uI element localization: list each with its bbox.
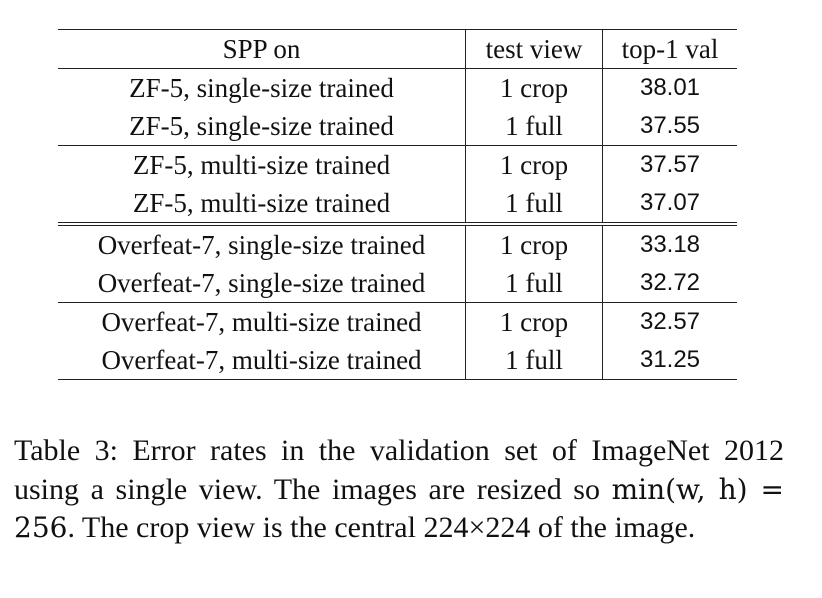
table-header-row: SPP on test view top-1 val bbox=[58, 29, 737, 69]
table-row: Overfeat-7, multi-size trained 1 crop 32… bbox=[58, 302, 737, 341]
cell-view: 1 full bbox=[465, 264, 603, 303]
cell-value-best: 37.55 bbox=[602, 107, 737, 146]
cell-model: ZF-5, multi-size trained bbox=[58, 145, 466, 184]
cell-view: 1 crop bbox=[465, 224, 603, 264]
table-row: Overfeat-7, multi-size trained 1 full 31… bbox=[58, 341, 737, 380]
cell-value-best: 37.07 bbox=[602, 184, 737, 226]
cell-model: Overfeat-7, multi-size trained bbox=[58, 341, 466, 380]
cell-value: 33.18 bbox=[639, 231, 701, 258]
cell-value-best: 32.72 bbox=[602, 264, 737, 303]
caption-text: Table 3: Error rates in the validation s… bbox=[14, 434, 784, 506]
caption-text-end: . The crop view is the central 224×224 o… bbox=[67, 511, 696, 544]
results-table: SPP on test view top-1 val ZF-5, single-… bbox=[58, 29, 737, 380]
cell-model: ZF-5, single-size trained bbox=[58, 107, 466, 146]
header-top1-val: top-1 val bbox=[602, 29, 737, 69]
table-row: ZF-5, single-size trained 1 crop 38.01 bbox=[58, 68, 737, 107]
cell-value: 37.57 bbox=[639, 151, 701, 178]
cell-model: Overfeat-7, multi-size trained bbox=[58, 302, 466, 341]
cell-value-best: 31.25 bbox=[602, 341, 737, 380]
cell-view: 1 full bbox=[465, 184, 603, 226]
cell-model: ZF-5, single-size trained bbox=[58, 68, 466, 107]
cell-model: Overfeat-7, single-size trained bbox=[58, 224, 466, 264]
cell-value: 38.01 bbox=[639, 74, 701, 101]
table-row: ZF-5, multi-size trained 1 full 37.07 bbox=[58, 184, 737, 226]
cell-value: 32.57 bbox=[639, 308, 701, 335]
cell-view: 1 crop bbox=[465, 302, 603, 341]
cell-view: 1 full bbox=[465, 341, 603, 380]
header-test-view: test view bbox=[465, 29, 603, 69]
table-caption: Table 3: Error rates in the validation s… bbox=[14, 432, 784, 548]
table-row: Overfeat-7, single-size trained 1 crop 3… bbox=[58, 224, 737, 264]
cell-view: 1 crop bbox=[465, 68, 603, 107]
header-spp-on: SPP on bbox=[58, 29, 466, 69]
cell-view: 1 full bbox=[465, 107, 603, 146]
cell-model: Overfeat-7, single-size trained bbox=[58, 264, 466, 303]
table-row: ZF-5, multi-size trained 1 crop 37.57 bbox=[58, 145, 737, 184]
caption-math: min(w, h) = 256 bbox=[14, 472, 785, 545]
table-row: Overfeat-7, single-size trained 1 full 3… bbox=[58, 264, 737, 303]
cell-view: 1 crop bbox=[465, 145, 603, 184]
cell-model: ZF-5, multi-size trained bbox=[58, 184, 466, 226]
table-row: ZF-5, single-size trained 1 full 37.55 bbox=[58, 107, 737, 146]
